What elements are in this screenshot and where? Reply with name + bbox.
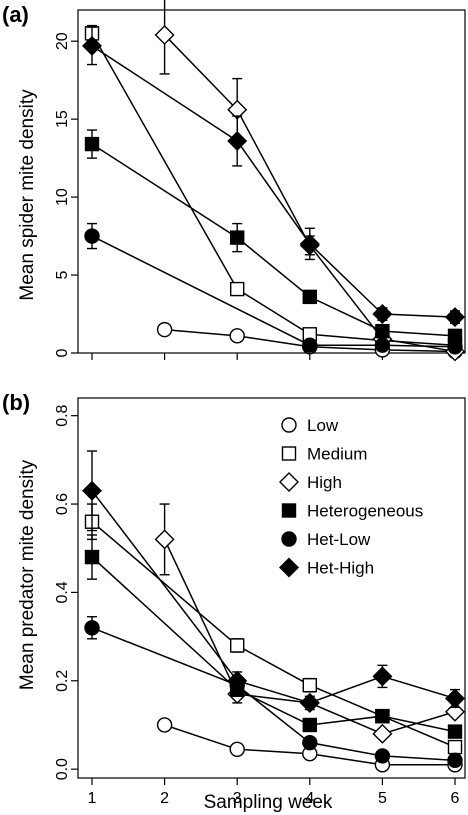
data-point <box>84 136 100 152</box>
data-point <box>372 304 393 325</box>
series-medium <box>84 503 463 755</box>
data-point <box>375 323 390 339</box>
legend-marker <box>281 446 297 461</box>
data-point <box>302 289 317 305</box>
data-point <box>375 708 390 724</box>
x-tick-label: 6 <box>451 790 460 807</box>
data-point <box>445 688 465 709</box>
series-low <box>156 717 463 773</box>
data-point <box>447 739 463 755</box>
series-medium <box>84 24 463 353</box>
data-point <box>156 321 173 338</box>
series-het-high <box>82 450 465 713</box>
series-line <box>91 143 456 337</box>
legend-marker <box>279 557 299 578</box>
legend-label: Low <box>307 416 339 435</box>
data-point <box>445 307 465 328</box>
legend-marker <box>281 503 297 518</box>
data-point <box>84 620 100 636</box>
data-point <box>82 480 102 501</box>
data-point <box>82 35 102 56</box>
panel-b-label: (b) <box>2 390 30 415</box>
series-het-high <box>82 26 465 328</box>
series-het-low <box>84 222 463 355</box>
plot-frame <box>77 9 466 354</box>
data-point <box>229 638 245 653</box>
y-tick-label: 0.4 <box>54 581 71 603</box>
x-tick-label: 3 <box>233 790 242 807</box>
data-point <box>229 741 245 757</box>
series-line <box>91 556 456 733</box>
legend-label: Het-High <box>307 559 374 578</box>
series-high <box>154 0 465 362</box>
y-tick-label: 0 <box>54 348 71 357</box>
y-tick-label: 5 <box>54 270 71 279</box>
data-point <box>84 228 100 244</box>
x-tick-label: 1 <box>88 790 97 807</box>
panel-a-label: (a) <box>2 2 29 27</box>
data-point <box>302 734 318 751</box>
data-point <box>156 717 173 733</box>
panel-a-y-axis-label: Mean spider mite density <box>17 89 38 301</box>
y-tick-label: 15 <box>54 110 71 128</box>
x-tick-label: 2 <box>160 790 169 807</box>
series-line <box>91 235 456 348</box>
data-point <box>447 339 463 355</box>
legend-marker <box>279 472 299 492</box>
data-point <box>229 230 245 245</box>
plot-frame <box>77 397 466 779</box>
data-point <box>299 692 320 713</box>
data-point <box>372 666 393 687</box>
data-point <box>372 723 393 744</box>
legend-label: Medium <box>307 445 367 464</box>
y-tick-label: 0.6 <box>54 493 71 515</box>
y-tick-label: 0.0 <box>54 758 71 780</box>
data-point <box>302 678 317 693</box>
x-tick-label: 5 <box>378 790 387 807</box>
panel-b-y-axis-label: Mean predator mite density <box>17 459 38 690</box>
legend-label: High <box>307 473 342 492</box>
series-heterogeneous <box>84 534 463 739</box>
data-point <box>299 233 320 254</box>
x-tick-label: 4 <box>305 790 314 807</box>
legend-marker <box>281 531 297 547</box>
series-line <box>91 627 456 762</box>
series-line <box>91 490 456 704</box>
series-line <box>91 33 456 346</box>
y-tick-label: 20 <box>54 32 71 50</box>
data-point <box>84 549 100 565</box>
data-point <box>227 670 248 691</box>
legend: Low Medium High Heterogeneous Het-Low Het-Hig… <box>279 416 423 578</box>
y-tick-label: 10 <box>54 188 71 206</box>
data-point <box>374 748 391 764</box>
panel-a: (a) Mean spider mite density 0 5 10 15 20 <box>2 0 466 362</box>
y-tick-label: 0.8 <box>54 404 71 426</box>
data-point <box>227 130 248 151</box>
data-point <box>302 337 318 353</box>
legend-marker <box>281 417 297 433</box>
series-heterogeneous <box>84 129 463 344</box>
data-point <box>447 752 463 769</box>
data-point <box>374 337 391 353</box>
series-line <box>91 45 456 318</box>
data-point <box>229 328 245 344</box>
legend-label: Heterogeneous <box>307 502 423 521</box>
data-point <box>154 529 175 550</box>
data-point <box>229 281 245 297</box>
data-point <box>154 24 175 45</box>
y-tick-label: 0.2 <box>54 670 71 692</box>
data-point <box>447 724 463 739</box>
panel-b-x-axis-label: Sampling week <box>204 792 333 813</box>
legend-label: Het-Low <box>307 530 371 549</box>
panel-b: (b) Mean predator mite density Sampling … <box>2 390 466 813</box>
data-point <box>302 717 317 733</box>
